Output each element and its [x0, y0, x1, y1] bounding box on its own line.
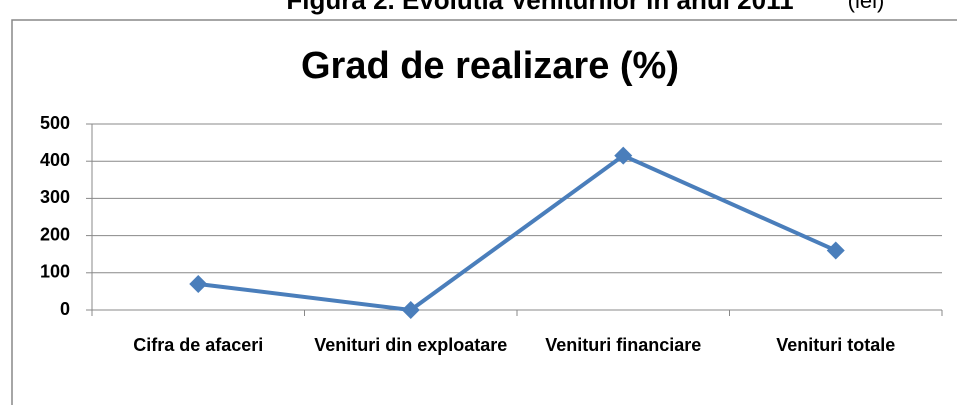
y-tick-label: 0 — [60, 299, 70, 319]
y-tick-label: 500 — [40, 113, 70, 133]
chart-title: Grad de realizare (%) — [301, 45, 679, 87]
x-tick-label: Venituri financiare — [545, 335, 702, 355]
marker — [614, 146, 633, 165]
y-tick-label: 100 — [40, 262, 70, 282]
marker — [401, 301, 420, 319]
y-tick-label: 200 — [40, 224, 70, 244]
y-tick-label: 300 — [40, 187, 70, 207]
figure-heading-note: (lei) — [848, 0, 885, 13]
chart-border — [11, 19, 957, 405]
line — [198, 153, 837, 313]
x-tick-label: Venituri din exploatare — [314, 335, 508, 355]
x-tick-label: Cifra de afaceri — [133, 335, 264, 355]
y-tick-label: 400 — [40, 150, 70, 170]
marker — [189, 274, 208, 293]
x-tick-label: Venituri totale — [776, 335, 896, 355]
marker — [826, 241, 845, 260]
figure-heading: Figura 2. Evolutia Veniturilor in anul 2… — [286, 0, 793, 15]
